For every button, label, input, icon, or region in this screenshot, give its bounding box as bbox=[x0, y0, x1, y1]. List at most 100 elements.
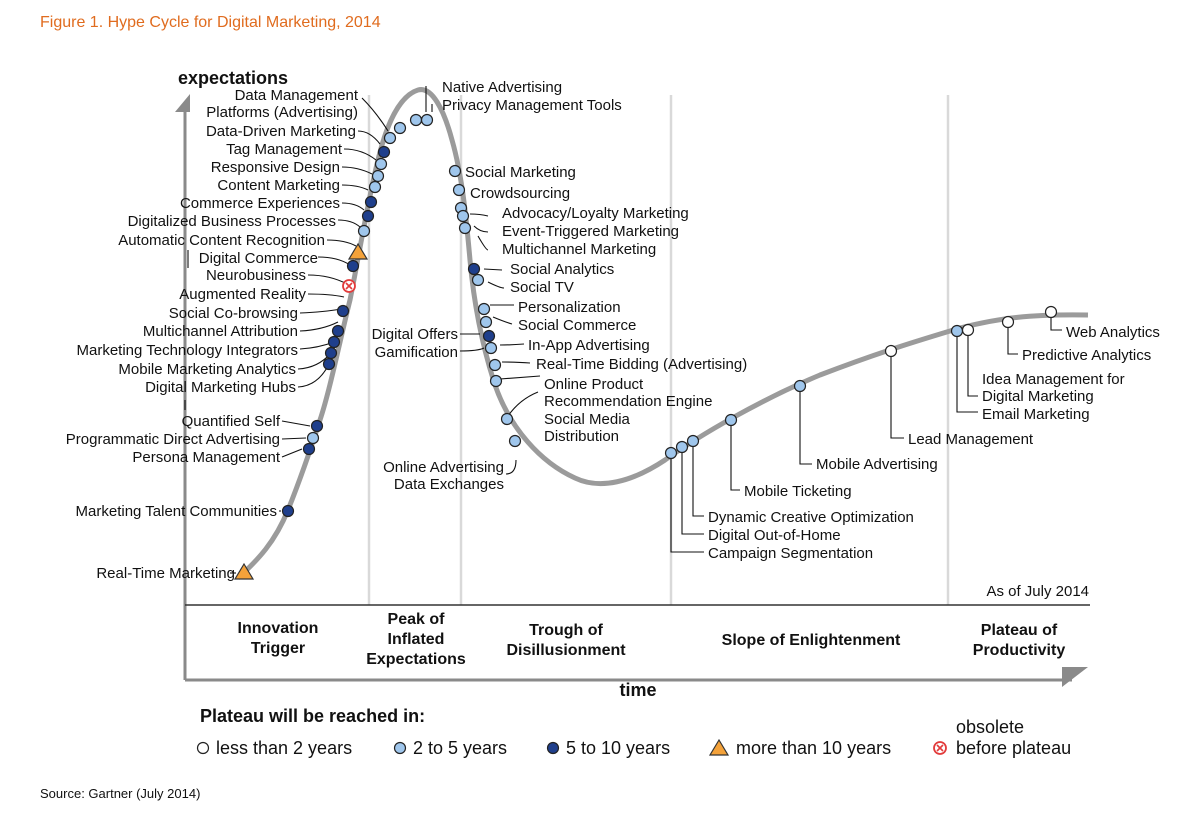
phase-line: Innovation bbox=[238, 620, 319, 637]
leader-line bbox=[487, 281, 505, 289]
label-social-media-distribution: Social Media Distribution bbox=[544, 411, 631, 445]
marker-quantified-self bbox=[310, 419, 324, 433]
label-in-app-advertising: In-App Advertising bbox=[528, 337, 650, 354]
legend-label-line: before plateau bbox=[956, 738, 1071, 758]
label-campaign-segmentation: Campaign Segmentation bbox=[708, 545, 873, 562]
label-data-driven-marketing: Data-Driven Marketing bbox=[206, 123, 356, 140]
phase-innovation-trigger: Innovation Trigger bbox=[238, 620, 319, 657]
phase-labels: Innovation Trigger Peak of Inflated Expectat… bbox=[238, 611, 1066, 668]
leader-line bbox=[469, 213, 489, 217]
leader-line bbox=[505, 459, 517, 475]
leader-line bbox=[967, 336, 978, 397]
phase-line: Trigger bbox=[251, 640, 305, 657]
label-real-time-bidding-advertising: Real-Time Bidding (Advertising) bbox=[536, 356, 747, 373]
marker-social-analytics bbox=[458, 221, 472, 235]
leader-line bbox=[681, 452, 704, 535]
label-online-advertising-data-exchanges: Online Advertising Data Exchanges bbox=[383, 459, 504, 493]
marker-mobile-ticketing bbox=[724, 413, 738, 427]
leader-line bbox=[299, 308, 342, 314]
marker-responsive-design bbox=[371, 169, 385, 183]
x-axis-label: time bbox=[619, 680, 656, 700]
label-line: Online Advertising bbox=[383, 459, 504, 476]
label-multichannel-attribution: Multichannel Attribution bbox=[143, 323, 298, 340]
marker-web-analytics bbox=[1044, 305, 1058, 319]
phase-slope-of-enlightenment: Slope of Enlightenment bbox=[722, 632, 901, 649]
marker-gamification bbox=[482, 329, 496, 343]
leader-line bbox=[341, 166, 373, 175]
legend-label-2to5: 2 to 5 years bbox=[413, 738, 507, 758]
marker-lead-management bbox=[884, 344, 898, 358]
label-native-advertising: Native Advertising bbox=[442, 79, 562, 96]
label-line: Data Management bbox=[235, 87, 359, 104]
phase-line: Slope of Enlightenment bbox=[722, 632, 901, 649]
marker-social-tv bbox=[467, 262, 481, 276]
label-gamification: Gamification bbox=[375, 344, 458, 361]
label-email-marketing: Email Marketing bbox=[982, 406, 1090, 423]
source-note: Source: Gartner (July 2014) bbox=[40, 786, 200, 801]
label-web-analytics: Web Analytics bbox=[1066, 324, 1160, 341]
marker-email-marketing bbox=[950, 324, 964, 338]
legend-label-lt2: less than 2 years bbox=[216, 738, 352, 758]
leader-line bbox=[281, 437, 307, 440]
label-social-analytics: Social Analytics bbox=[510, 261, 614, 278]
marker-crowdsourcing bbox=[448, 164, 462, 178]
leader-line bbox=[341, 184, 369, 191]
leader-line bbox=[299, 321, 339, 332]
label-neurobusiness: Neurobusiness bbox=[206, 267, 306, 284]
legend-title: Plateau will be reached in: bbox=[200, 706, 425, 726]
phase-line: Plateau of bbox=[981, 622, 1058, 639]
marker-marketing-technology-integrators bbox=[327, 335, 341, 349]
marker-dynamic-creative-optimization bbox=[686, 434, 700, 448]
label-idea-management-for-digital-marketing: Idea Management for Digital Marketing bbox=[982, 371, 1125, 405]
label-quantified-self: Quantified Self bbox=[182, 413, 281, 430]
marker-social-marketing bbox=[420, 113, 434, 127]
label-persona-management: Persona Management bbox=[132, 449, 280, 466]
label-real-time-marketing: Real-Time Marketing bbox=[96, 565, 235, 582]
leader-line bbox=[483, 268, 503, 271]
label-augmented-reality: Augmented Reality bbox=[179, 286, 306, 303]
leader-line bbox=[492, 316, 513, 325]
label-crowdsourcing: Crowdsourcing bbox=[470, 185, 570, 202]
legend-marker-2to5 bbox=[393, 741, 407, 755]
leader-line bbox=[1007, 327, 1018, 355]
leader-line bbox=[501, 361, 531, 364]
phase-plateau-of-productivity: Plateau of Productivity bbox=[973, 622, 1066, 659]
label-mobile-advertising: Mobile Advertising bbox=[816, 456, 938, 473]
leader-line bbox=[326, 239, 357, 247]
marker-idea-management-for-digital-marketing bbox=[961, 323, 975, 337]
marker-online-advertising-data-exchanges bbox=[508, 434, 522, 448]
label-online-product-recommendation-engine: Online Product Recommendation Engine bbox=[544, 376, 712, 410]
marker-neurobusiness bbox=[346, 259, 360, 273]
label-social-tv: Social TV bbox=[510, 279, 574, 296]
leader-line bbox=[357, 130, 381, 145]
label-line: Distribution bbox=[544, 428, 619, 445]
label-digital-commerce: Digital Commerce bbox=[199, 250, 318, 267]
leader-line bbox=[890, 357, 904, 439]
marker-commerce-experiences bbox=[364, 195, 378, 209]
leader-line bbox=[670, 458, 704, 553]
phase-line: Trough of bbox=[529, 622, 603, 639]
label-event-triggered-marketing: Event-Triggered Marketing bbox=[502, 223, 679, 240]
label-line: Idea Management for bbox=[982, 371, 1125, 388]
marker-augmented-reality bbox=[342, 279, 356, 293]
leader-line bbox=[307, 293, 345, 298]
leader-line bbox=[499, 343, 525, 346]
legend-label-gt10: more than 10 years bbox=[736, 738, 891, 758]
label-commerce-experiences: Commerce Experiences bbox=[180, 195, 340, 212]
leader-line bbox=[499, 375, 541, 380]
marker-data-driven-marketing bbox=[377, 145, 391, 159]
legend-marker-lt2 bbox=[196, 741, 210, 755]
label-social-marketing: Social Marketing bbox=[465, 164, 576, 181]
leader-line bbox=[341, 202, 365, 211]
leader-line bbox=[477, 235, 489, 251]
label-automatic-content-recognition: Automatic Content Recognition bbox=[118, 232, 325, 249]
marker-mobile-marketing-analytics bbox=[324, 346, 338, 360]
leader-line bbox=[337, 219, 361, 228]
marker-digital-commerce bbox=[347, 242, 369, 260]
leader-line bbox=[730, 426, 740, 491]
label-line: Data Exchanges bbox=[394, 476, 504, 493]
leader-line bbox=[361, 97, 389, 132]
marker-social-commerce bbox=[477, 302, 491, 316]
marker-advocacy-loyalty-marketing bbox=[452, 183, 466, 197]
leader-line bbox=[799, 392, 812, 465]
